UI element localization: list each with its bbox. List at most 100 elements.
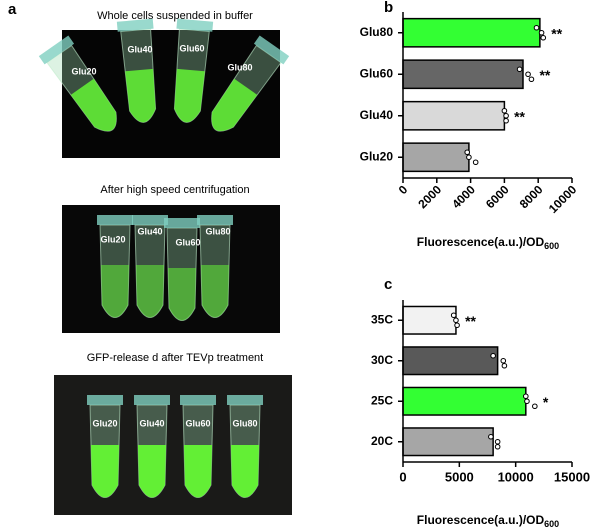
panel-label: a xyxy=(8,1,17,18)
tube xyxy=(164,218,200,321)
y-tick-label: Glu40 xyxy=(360,108,394,122)
tube-liquid xyxy=(70,78,117,132)
x-axis-title: Fluorescence(a.u.)/OD600 xyxy=(417,513,559,529)
tube-liquid xyxy=(101,265,129,318)
y-tick-label: 30C xyxy=(371,353,393,367)
tube-liquid xyxy=(138,445,166,498)
data-point xyxy=(501,107,508,114)
data-point xyxy=(532,403,538,410)
data-point xyxy=(501,362,508,369)
x-axis-title-subscript: 600 xyxy=(544,519,559,529)
bar xyxy=(402,427,494,457)
bar xyxy=(402,100,506,131)
panel-label: b xyxy=(384,0,393,16)
x-axis-title-text: Fluorescence(a.u.)/OD xyxy=(417,513,545,527)
tube-label: Glu20 xyxy=(100,234,125,244)
x-tick-label: 4000 xyxy=(449,182,478,211)
tube-liquid xyxy=(231,445,259,498)
x-axis-title: Fluorescence(a.u.)/OD600 xyxy=(417,235,559,251)
tube-liquid xyxy=(125,68,156,123)
data-point xyxy=(525,71,531,78)
significance: ** xyxy=(465,313,476,329)
data-point xyxy=(540,34,547,41)
x-axis-title-subscript: 600 xyxy=(544,241,559,251)
tube xyxy=(116,18,157,123)
tube xyxy=(132,215,168,318)
photo-caption: After high speed centrifugation xyxy=(100,184,249,196)
tube-cap xyxy=(227,395,263,405)
tube xyxy=(173,18,214,123)
x-tick-label: 0 xyxy=(396,182,411,197)
data-point xyxy=(453,317,459,324)
significance: * xyxy=(543,394,549,410)
data-point xyxy=(533,24,540,31)
data-point xyxy=(472,159,479,166)
x-tick-label: 10000 xyxy=(546,182,580,216)
tube-label: Glu60 xyxy=(179,43,204,53)
data-point xyxy=(538,29,545,36)
y-tick-label: Glu20 xyxy=(360,149,394,163)
tube-cap xyxy=(38,35,75,65)
tube-cap xyxy=(87,395,123,405)
tube-label: Glu80 xyxy=(227,62,252,72)
x-tick-label: 0 xyxy=(399,469,406,484)
tube-label: Glu80 xyxy=(232,418,257,428)
data-point xyxy=(494,438,501,445)
tube-label: Glu60 xyxy=(175,237,200,247)
bar xyxy=(402,305,457,335)
bar xyxy=(402,142,470,173)
tube-liquid xyxy=(184,445,212,498)
bar xyxy=(402,59,524,90)
tube-liquid xyxy=(211,78,258,132)
data-point xyxy=(450,312,457,319)
tube-liquid xyxy=(174,68,205,123)
tube xyxy=(227,395,263,498)
tube-label: Glu20 xyxy=(71,66,96,76)
photo-caption: Whole cells suspended in buffer xyxy=(97,10,253,22)
tube-label: Glu40 xyxy=(139,418,164,428)
data-point xyxy=(516,66,523,73)
tube-cap xyxy=(253,35,290,65)
tube-cap xyxy=(164,218,200,228)
tube xyxy=(134,395,170,498)
data-point xyxy=(528,76,535,83)
tube-cap xyxy=(116,18,154,32)
tube xyxy=(211,35,290,132)
tube-cap xyxy=(176,18,214,32)
panel-label: c xyxy=(384,276,392,293)
data-point xyxy=(464,149,471,156)
tube-label: Glu80 xyxy=(205,226,230,236)
data-point xyxy=(490,352,496,359)
x-tick-label: 15000 xyxy=(554,469,590,484)
tube-label: Glu40 xyxy=(127,44,152,54)
tube xyxy=(180,395,216,498)
tube xyxy=(38,35,117,132)
data-point xyxy=(454,322,460,329)
tube xyxy=(87,395,123,498)
x-tick-label: 2000 xyxy=(415,182,444,211)
data-point xyxy=(500,357,507,364)
data-point xyxy=(503,112,509,119)
data-point xyxy=(503,117,509,124)
tube-liquid xyxy=(136,265,164,318)
x-tick-label: 6000 xyxy=(483,182,512,211)
data-point xyxy=(488,433,494,440)
significance: ** xyxy=(539,67,550,83)
tube-cap xyxy=(97,215,133,225)
tube-label: Glu20 xyxy=(92,418,117,428)
data-point xyxy=(523,393,529,400)
tube-cap xyxy=(132,215,168,225)
y-tick-label: Glu80 xyxy=(360,25,394,39)
tube xyxy=(97,215,133,318)
tube-cap xyxy=(180,395,216,405)
x-tick-label: 5000 xyxy=(445,469,474,484)
bar xyxy=(402,17,541,48)
tube-liquid xyxy=(201,265,229,318)
tube-liquid xyxy=(168,268,196,321)
tube-label: Glu40 xyxy=(137,226,162,236)
y-tick-label: 35C xyxy=(371,312,393,326)
bar xyxy=(402,346,499,376)
significance: ** xyxy=(551,25,562,41)
x-tick-label: 8000 xyxy=(517,182,546,211)
